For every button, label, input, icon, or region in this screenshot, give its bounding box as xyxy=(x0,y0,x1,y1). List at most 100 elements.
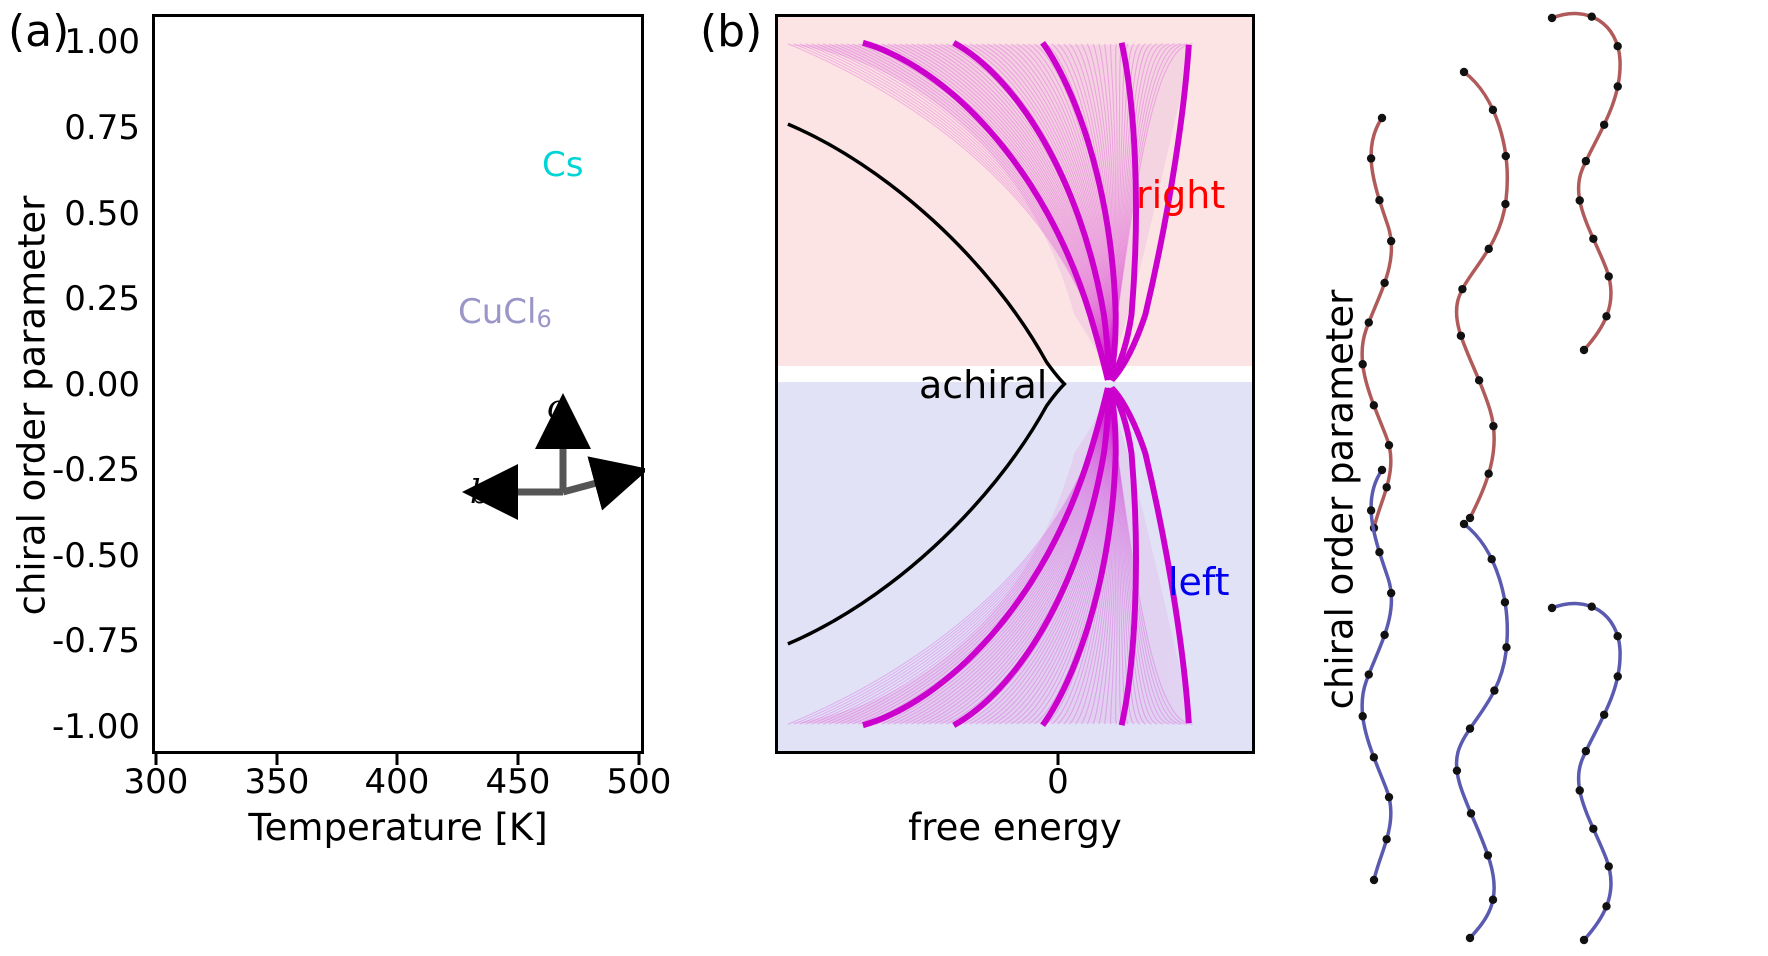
chain-atom xyxy=(1380,630,1389,640)
chain-atom xyxy=(1589,234,1598,243)
chain-atom xyxy=(1489,421,1498,431)
chain-atom xyxy=(1456,331,1466,340)
x-tick-label: 300 xyxy=(123,762,189,802)
chain-atom xyxy=(1465,513,1475,523)
chain-atom xyxy=(1599,710,1609,719)
chain-left-2 xyxy=(1452,519,1511,943)
chain-atom xyxy=(1575,196,1584,205)
chain-atom xyxy=(1364,318,1373,327)
chain-atom xyxy=(1487,555,1496,564)
y-tick-label: 0.00 xyxy=(64,365,140,405)
chain-atom xyxy=(1547,603,1557,613)
curve-bifurcation-3-lower xyxy=(1040,387,1119,727)
curve-bifurcation-3-upper xyxy=(1040,41,1119,381)
chain-atom xyxy=(1369,401,1379,410)
panel-a-x-axis-label: Temperature [K] xyxy=(248,806,548,849)
chain-atom xyxy=(1500,598,1510,607)
chain-atom xyxy=(1501,199,1510,209)
panel-b-x-tick-mark xyxy=(1056,754,1060,765)
panel-b-tag: (b) xyxy=(700,6,763,57)
y-tick-label: -0.25 xyxy=(52,450,140,490)
chain-atom xyxy=(1484,244,1493,254)
x-tick-label: 350 xyxy=(244,762,310,802)
chain-right-2 xyxy=(1454,67,1510,523)
chain-atom xyxy=(1466,809,1476,818)
chain-atom xyxy=(1604,272,1613,281)
right-region-label: right xyxy=(1136,173,1226,217)
chain-atom xyxy=(1366,154,1376,163)
chain-atom xyxy=(1369,753,1379,762)
chain-atom xyxy=(1465,933,1475,943)
panel-a-tag: (a) xyxy=(8,6,70,57)
panel-a-frame xyxy=(152,14,644,754)
cucl6-subscript: 6 xyxy=(536,305,552,333)
chain-atom xyxy=(1377,113,1387,123)
chain-atom xyxy=(1386,236,1396,246)
chain-atom xyxy=(1579,345,1589,355)
chain-atom xyxy=(1459,519,1469,529)
chain-atom xyxy=(1474,376,1484,385)
y-tick-label: -1.00 xyxy=(52,707,140,747)
chain-atom xyxy=(1382,483,1391,492)
axis-a-arrow xyxy=(562,456,645,511)
chain-atom xyxy=(1579,935,1589,945)
chain-atom xyxy=(1547,13,1557,23)
x-tick-label: 400 xyxy=(364,762,430,802)
chain-atom xyxy=(1358,712,1367,721)
chain-atom xyxy=(1502,643,1511,652)
chain-right-3 xyxy=(1547,11,1622,355)
chain-atom xyxy=(1358,360,1367,369)
chain-atom xyxy=(1452,766,1462,775)
panel-b-x-tick-label: 0 xyxy=(1047,762,1069,802)
x-tick-mark xyxy=(395,754,399,765)
curve-bifurcation-2-upper xyxy=(952,40,1112,381)
y-tick-label: 0.50 xyxy=(64,194,140,234)
curve-bifurcation-5-upper xyxy=(1109,44,1192,383)
chain-atom xyxy=(1484,469,1493,478)
chain-atom xyxy=(1488,895,1498,904)
chain-atom xyxy=(1366,506,1376,515)
chain-atom xyxy=(1369,875,1379,885)
panel-c-chain-illustrations xyxy=(1358,11,1622,945)
chain-atom xyxy=(1382,835,1391,844)
y-tick-label: 0.75 xyxy=(64,108,140,148)
achiral-curve-label: achiral xyxy=(919,363,1048,407)
chain-atom xyxy=(1384,440,1394,450)
x-tick-mark xyxy=(275,754,279,765)
chain-atom xyxy=(1375,195,1384,205)
curve-achiral xyxy=(787,122,1067,646)
chain-atom xyxy=(1465,724,1475,733)
cucl6-label: CuCl6 xyxy=(458,292,552,333)
curve-bifurcation-1-upper xyxy=(862,39,1111,381)
chain-atom xyxy=(1459,67,1469,77)
axis-a-label: a xyxy=(600,450,620,489)
y-tick-label: -0.75 xyxy=(52,621,140,661)
chain-atom xyxy=(1375,547,1384,557)
chain-atom xyxy=(1581,746,1591,756)
region-gap xyxy=(778,366,1252,383)
chain-atom xyxy=(1613,631,1622,641)
x-tick-mark xyxy=(637,754,641,765)
chain-atom xyxy=(1575,786,1584,795)
chain-atom xyxy=(1377,465,1387,475)
chain-atom xyxy=(1488,105,1498,115)
axis-c-label: c xyxy=(547,387,566,426)
chain-atom xyxy=(1458,284,1467,294)
chain-atom xyxy=(1613,672,1622,681)
chain-left-3 xyxy=(1547,601,1622,945)
chain-atom xyxy=(1599,120,1609,129)
chain-atom xyxy=(1613,41,1622,51)
bifurcation-fan-upper xyxy=(787,44,1193,375)
chain-atom xyxy=(1581,156,1591,166)
chain-atom xyxy=(1602,902,1611,911)
chain-atom xyxy=(1613,82,1622,91)
chain-atom xyxy=(1602,312,1611,321)
chain-atom xyxy=(1589,824,1598,833)
chain-atom xyxy=(1483,851,1493,860)
cs-label: Cs xyxy=(542,145,584,185)
chain-atom xyxy=(1380,278,1389,288)
axis-b-label: b xyxy=(470,472,492,511)
curve-bifurcation-4-lower xyxy=(1108,386,1139,726)
chain-atom xyxy=(1587,12,1596,21)
